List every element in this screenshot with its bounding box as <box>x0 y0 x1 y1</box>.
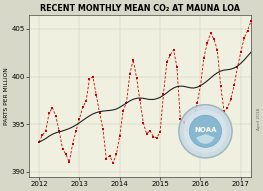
Title: RECENT MONTHLY MEAN CO₂ AT MAUNA LOA: RECENT MONTHLY MEAN CO₂ AT MAUNA LOA <box>40 4 240 13</box>
Y-axis label: PARTS PER MILLION: PARTS PER MILLION <box>4 67 9 125</box>
Text: April 2018: April 2018 <box>257 107 261 130</box>
